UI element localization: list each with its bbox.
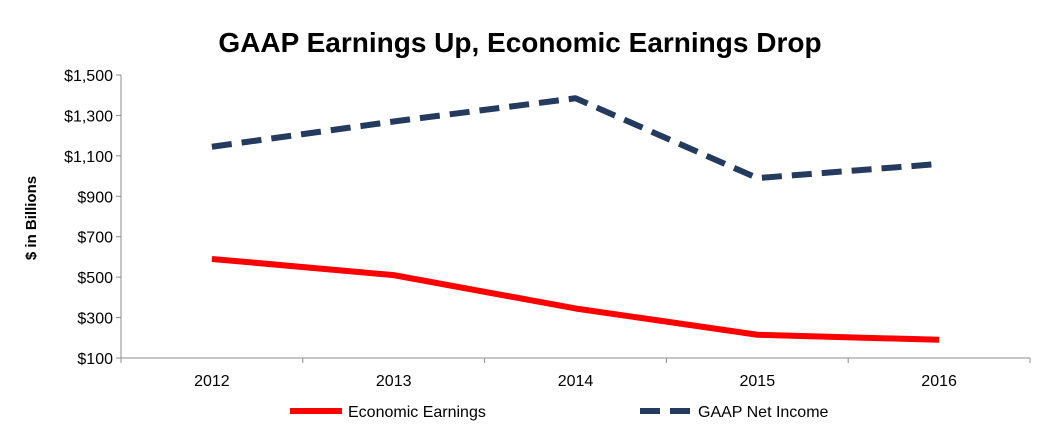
series-line-economic-earnings: [211, 255, 940, 343]
chart-title: GAAP Earnings Up, Economic Earnings Drop: [218, 27, 821, 58]
legend-label: Economic Earnings: [348, 404, 486, 421]
y-tick-label: $700: [77, 230, 113, 247]
y-tick-label: $1,100: [64, 149, 113, 166]
legend: Economic Earnings GAAP Net Income: [290, 404, 829, 421]
series-layer: [211, 95, 940, 343]
x-tick-label: 2014: [558, 373, 594, 390]
y-tick-label: $900: [77, 189, 113, 206]
axes: $100 $300 $500 $700 $900 $1,100 $1,300 $1,500 20…: [64, 68, 1031, 390]
x-tick-label: 2016: [921, 373, 957, 390]
y-tick-label: $1,300: [64, 108, 113, 125]
y-tick-label: $100: [77, 351, 113, 368]
y-tick-label: $1,500: [64, 68, 113, 85]
x-tick-label: 2012: [194, 373, 230, 390]
legend-label: GAAP Net Income: [698, 404, 829, 421]
x-tick-label: 2013: [376, 373, 412, 390]
series-line-gaap-net-income: [211, 95, 940, 182]
x-tick-label: 2015: [740, 373, 776, 390]
y-axis-label: $ in Billions: [23, 176, 40, 260]
y-tick-label: $500: [77, 270, 113, 287]
y-tick-label: $300: [77, 311, 113, 328]
